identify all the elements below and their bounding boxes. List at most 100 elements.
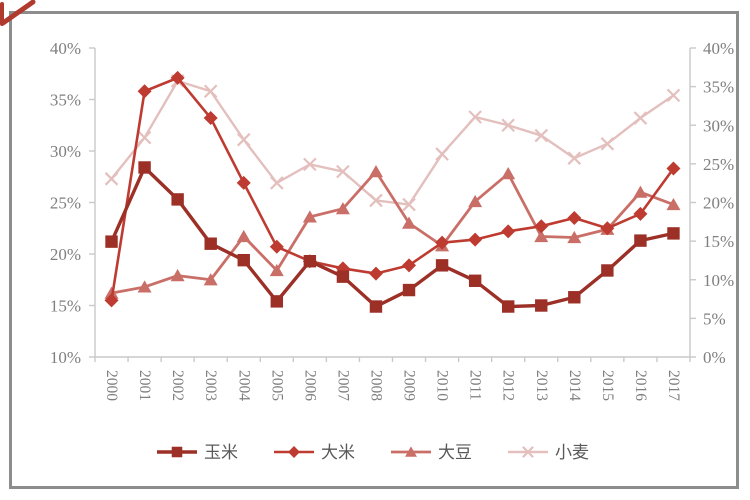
right-tick-label: 0% <box>703 348 726 367</box>
right-tick-label: 35% <box>703 78 734 97</box>
x-category-label: 2012 <box>500 370 517 401</box>
triangle-marker <box>501 167 516 180</box>
square-marker <box>138 161 151 174</box>
square-marker <box>634 234 647 247</box>
red-corner-mark <box>0 0 36 26</box>
series-小麦 <box>104 74 681 212</box>
square-marker <box>535 299 548 312</box>
legend-label: 玉米 <box>204 443 238 462</box>
x-category-label: 2002 <box>169 370 186 401</box>
x-category-label: 2014 <box>566 370 583 401</box>
series-大米 <box>104 70 681 308</box>
diamond-marker <box>600 221 615 236</box>
x-category-label: 2016 <box>632 370 649 401</box>
x-marker <box>303 157 317 172</box>
diamond-marker <box>567 210 582 225</box>
left-tick-label: 10% <box>50 348 81 367</box>
x-category-label: 2017 <box>665 370 682 401</box>
legend-item-大米: 大米 <box>274 443 355 462</box>
square-marker <box>667 227 680 240</box>
series-line <box>111 170 674 295</box>
diamond-marker <box>435 235 450 250</box>
diamond-marker <box>104 293 119 308</box>
triangle-marker <box>269 263 284 277</box>
x-marker <box>468 110 482 124</box>
x-category-label: 2015 <box>599 370 616 401</box>
right-tick-label: 30% <box>703 116 734 135</box>
right-tick-label: 5% <box>703 309 726 328</box>
diamond-marker <box>137 84 152 99</box>
triangle-marker <box>567 230 582 244</box>
triangle-marker <box>468 194 483 208</box>
square-marker <box>237 253 250 267</box>
legend-label: 大米 <box>321 443 355 462</box>
x-category-label: 2001 <box>136 370 153 401</box>
axis-labels: 40% 35% 30% 25% 20% 15% 10% 40% 35% 30% 25% 20% 15% 1… <box>50 39 734 401</box>
triangle-marker <box>666 197 681 211</box>
triangle-marker <box>137 280 152 293</box>
diamond-marker <box>288 446 300 458</box>
diamond-marker <box>534 219 549 234</box>
x-marker <box>104 172 119 186</box>
x-marker <box>522 446 534 458</box>
right-tick-label: 15% <box>703 232 734 251</box>
left-tick-label: 20% <box>50 245 81 264</box>
legend-item-大豆: 大豆 <box>391 443 472 462</box>
x-category-label: 2008 <box>367 370 384 401</box>
legend: 玉米 大米 大豆 小麦 <box>157 443 589 462</box>
triangle-marker <box>405 446 417 457</box>
x-marker <box>137 130 152 145</box>
triangle-marker <box>236 229 251 243</box>
x-marker <box>336 164 350 179</box>
diamond-marker <box>269 239 284 254</box>
diamond-marker <box>203 111 218 126</box>
square-marker <box>204 237 217 250</box>
square-marker <box>601 264 614 277</box>
triangle-marker <box>368 165 383 178</box>
square-marker <box>171 193 184 206</box>
left-tick-label: 15% <box>50 297 81 316</box>
x-category-label: 2004 <box>235 370 252 401</box>
x-marker <box>501 118 515 133</box>
x-category-label: 2006 <box>301 370 318 401</box>
triangle-marker <box>402 216 417 229</box>
x-marker <box>600 137 615 151</box>
diamond-marker <box>236 175 251 190</box>
series-玉米 <box>105 161 680 313</box>
diamond-marker <box>633 206 648 221</box>
triangle-marker <box>633 185 648 198</box>
series-line <box>109 165 674 309</box>
series-line <box>110 76 675 301</box>
square-marker <box>105 235 118 248</box>
diamond-marker <box>501 224 516 239</box>
x-marker <box>567 151 582 165</box>
x-marker <box>633 111 648 125</box>
legend-label: 大豆 <box>438 443 472 462</box>
legend-item-玉米: 玉米 <box>157 443 238 462</box>
triangle-marker <box>302 210 317 223</box>
square-marker <box>270 295 284 308</box>
x-marker <box>369 193 383 208</box>
x-category-label: 2007 <box>334 370 351 401</box>
left-tick-label: 25% <box>50 194 81 213</box>
right-tick-label: 25% <box>703 155 734 174</box>
square-marker <box>468 274 482 287</box>
x-marker <box>236 132 251 147</box>
legend-label: 小麦 <box>555 443 589 462</box>
right-tick-label: 10% <box>703 271 734 290</box>
x-category-label: 2011 <box>467 370 484 400</box>
triangle-marker <box>203 273 218 286</box>
square-marker <box>435 259 449 272</box>
x-marker <box>534 128 549 143</box>
square-marker <box>568 291 581 304</box>
legend-item-小麦: 小麦 <box>508 443 589 462</box>
left-tick-label: 35% <box>50 91 81 110</box>
triangle-marker <box>335 202 350 215</box>
x-marker <box>666 88 681 103</box>
series-大豆 <box>104 165 681 299</box>
diamond-marker <box>368 266 383 281</box>
square-marker <box>171 446 183 458</box>
square-marker <box>369 300 383 313</box>
square-marker <box>402 283 416 297</box>
